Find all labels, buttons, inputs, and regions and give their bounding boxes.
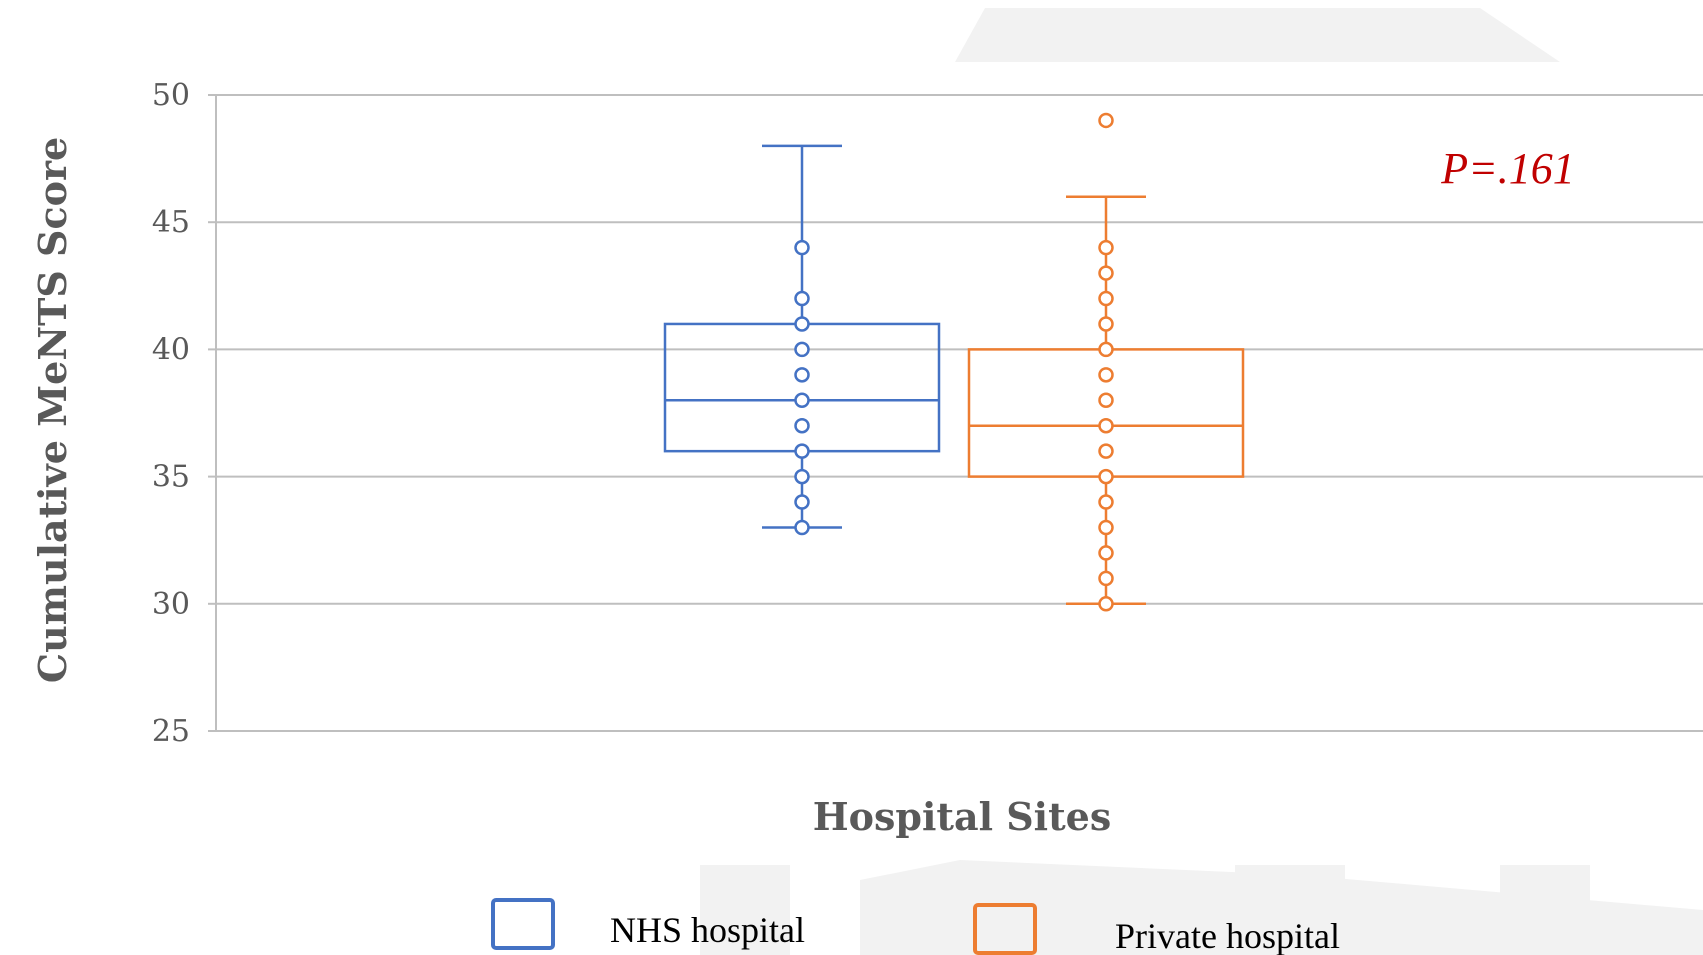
background-decoration <box>700 8 1703 955</box>
data-point <box>1098 290 1114 307</box>
data-point <box>794 239 810 256</box>
data-point <box>1098 392 1114 409</box>
data-point <box>1098 570 1114 587</box>
x-axis-title: Hospital Sites <box>813 794 1112 839</box>
y-tick-label: 45 <box>152 205 190 240</box>
data-point <box>1098 417 1114 434</box>
y-tick-label: 35 <box>152 460 190 495</box>
data-point <box>794 316 810 332</box>
y-tick-label: 50 <box>152 78 190 113</box>
legend-item-1: NHS hospital <box>491 898 805 950</box>
data-point <box>1098 468 1114 485</box>
data-point <box>1098 265 1114 281</box>
data-point <box>1098 341 1114 358</box>
data-point <box>1098 519 1114 536</box>
p-value-annotation: P=.161 <box>1440 144 1575 193</box>
data-point <box>1098 494 1114 510</box>
data-point <box>1098 316 1114 332</box>
data-point <box>794 392 810 409</box>
y-tick-label: 40 <box>152 332 190 367</box>
data-point <box>794 290 810 307</box>
legend-swatch <box>973 903 1037 955</box>
series-2 <box>967 112 1245 612</box>
series-1 <box>663 144 941 536</box>
data-point <box>794 341 810 358</box>
y-axis-ticks: 25 30 35 40 45 50 <box>152 78 216 749</box>
data-point <box>794 519 810 536</box>
data-point <box>794 468 810 485</box>
data-point <box>794 417 810 434</box>
legend-label: NHS hospital <box>610 910 805 950</box>
data-point <box>1098 545 1114 561</box>
legend-swatch <box>491 898 555 950</box>
data-point <box>1098 596 1114 612</box>
y-tick-label: 25 <box>152 714 190 749</box>
y-axis-title: Cumulative MeNTS Score <box>30 137 75 683</box>
data-point <box>794 443 810 459</box>
box-series <box>663 112 1245 612</box>
data-point <box>794 494 810 510</box>
y-tick-label: 30 <box>152 587 190 622</box>
legend: NHS hospital Private hospital <box>491 898 1340 955</box>
data-point <box>1098 239 1114 256</box>
legend-item-2: Private hospital <box>973 903 1340 955</box>
data-point <box>1098 443 1114 459</box>
gridlines <box>215 94 1703 732</box>
outlier-point <box>1098 112 1114 129</box>
data-point <box>794 367 810 383</box>
data-point <box>1098 367 1114 383</box>
legend-label: Private hospital <box>1115 916 1340 955</box>
